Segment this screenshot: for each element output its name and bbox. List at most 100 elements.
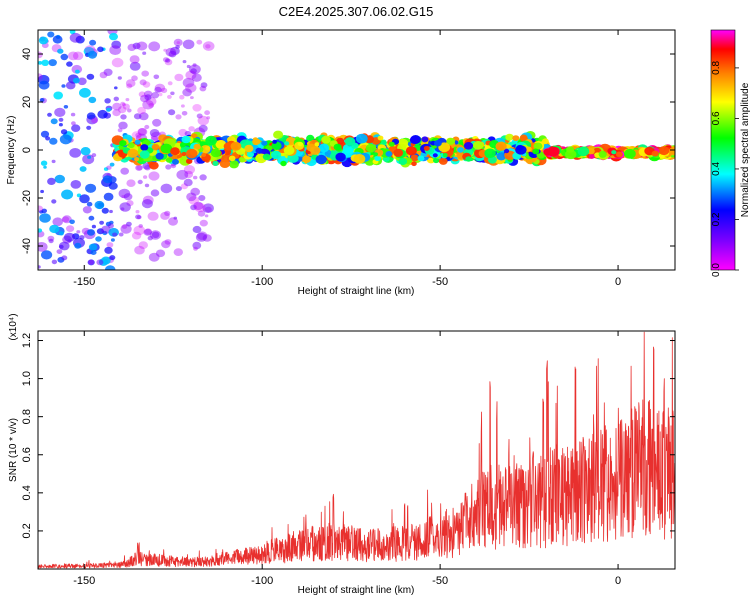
spectrogram-blob xyxy=(314,142,320,147)
spectrogram-blob xyxy=(142,51,147,55)
spectrogram-blob xyxy=(193,175,198,180)
spectrogram-x-tick-label: 0 xyxy=(615,276,621,288)
spectrogram-y-tick-label: -20 xyxy=(21,190,33,206)
spectrogram-blob xyxy=(168,217,178,226)
spectrogram-blob xyxy=(566,146,575,153)
spectrogram-blob xyxy=(244,144,254,153)
spectrogram-blob xyxy=(69,219,75,225)
spectrogram-blob xyxy=(127,142,135,149)
spectrogram-blob xyxy=(144,228,152,235)
spectrogram-blob xyxy=(137,128,147,136)
spectrogram-blob xyxy=(463,142,474,150)
spectrogram-blob xyxy=(504,148,510,154)
spectrogram-blob xyxy=(85,183,97,193)
spectrogram-blob xyxy=(505,133,514,141)
spectrogram-blob xyxy=(51,259,58,265)
spectrogram-blob xyxy=(118,232,124,237)
spectrogram-blob xyxy=(127,148,139,158)
spectrogram-blob xyxy=(164,239,172,245)
spectrogram-blob xyxy=(179,94,185,100)
snr-y-tick-label: 1.2 xyxy=(21,333,33,348)
spectrogram-blob xyxy=(69,32,82,43)
spectrogram-blob xyxy=(393,148,404,157)
spectrogram-blob xyxy=(137,106,147,115)
spectrogram-blob xyxy=(138,224,143,228)
spectrogram-blob xyxy=(185,83,197,93)
spectrogram-blob xyxy=(165,47,177,57)
spectrogram-blob xyxy=(105,265,116,270)
spectrogram-blob xyxy=(185,70,197,80)
spectrogram-blob xyxy=(103,167,109,171)
snr-marks xyxy=(38,331,675,569)
spectrogram-blob xyxy=(205,146,211,151)
spectrogram-blob xyxy=(48,59,57,67)
spectrogram-blob xyxy=(126,83,133,89)
spectrogram-blob xyxy=(197,115,209,126)
spectrogram-blob xyxy=(117,106,127,114)
spectrogram-blob xyxy=(121,224,128,229)
spectrogram-blob xyxy=(182,88,192,97)
spectrogram-blob xyxy=(91,117,99,124)
spectrogram-blob xyxy=(215,139,227,149)
spectrogram-blob xyxy=(88,96,97,104)
snr-panel: -150 -100 -50 0 0.2 0.4 0.6 0.8 1.0 1.2 Height o… xyxy=(8,313,676,596)
spectrogram-blob xyxy=(47,112,52,117)
spectrogram-blob xyxy=(315,154,327,165)
spectrogram-blob xyxy=(186,64,191,69)
spectrogram-blob xyxy=(168,109,176,116)
spectrogram-blob xyxy=(405,146,417,156)
spectrogram-blob xyxy=(152,118,162,127)
snr-x-axis-label: Height of straight line (km) xyxy=(298,585,415,596)
spectrogram-blob xyxy=(103,68,113,77)
spectrogram-blob xyxy=(410,154,419,162)
spectrogram-blob xyxy=(465,156,472,162)
spectrogram-blob xyxy=(182,77,195,88)
spectrogram-blob xyxy=(125,98,130,102)
spectrogram-blob xyxy=(97,109,108,119)
snr-y-tick-label: 0.8 xyxy=(21,409,33,424)
spectrogram-blob xyxy=(109,45,122,55)
spectrogram-blob xyxy=(423,145,430,151)
colorbar-gradient xyxy=(711,30,735,270)
spectrogram-blob xyxy=(110,238,115,242)
spectrogram-blob xyxy=(385,151,393,157)
spectrogram-blob xyxy=(172,158,179,165)
spectrogram-blob xyxy=(51,159,56,164)
spectrogram-blob xyxy=(163,57,169,63)
spectrogram-blob xyxy=(111,57,124,68)
spectrogram-blob xyxy=(201,152,207,157)
spectrogram-blob xyxy=(165,157,173,163)
spectrogram-blob xyxy=(66,61,73,67)
spectrogram-x-ticks: -150 -100 -50 0 xyxy=(73,30,621,288)
spectrogram-blob xyxy=(56,249,63,255)
spectrogram-blob xyxy=(47,177,56,185)
spectrogram-blob xyxy=(71,121,76,126)
spectrogram-x-tick-label: -150 xyxy=(73,276,95,288)
spectrogram-blob xyxy=(192,241,202,250)
spectrogram-blob xyxy=(219,159,231,168)
spectrogram-blob xyxy=(91,224,96,229)
snr-x-tick-label: -50 xyxy=(432,575,448,587)
spectrogram-blob xyxy=(272,139,277,144)
spectrogram-blob xyxy=(142,99,154,110)
spectrogram-blob xyxy=(344,137,356,146)
spectrogram-blob xyxy=(125,221,132,227)
spectrogram-blob xyxy=(238,156,246,163)
snr-y-tick-label: 0.2 xyxy=(21,523,33,538)
spectrogram-blob xyxy=(495,141,507,151)
spectrogram-blob xyxy=(49,137,58,145)
spectrogram-blob xyxy=(151,143,160,151)
spectrogram-blob xyxy=(577,146,590,157)
spectrogram-blob xyxy=(38,51,43,59)
spectrogram-blob xyxy=(88,215,95,221)
spectrogram-blob xyxy=(140,144,149,151)
spectrogram-blob xyxy=(139,79,147,86)
spectrogram-blob xyxy=(137,127,148,136)
spectrogram-blob xyxy=(205,135,217,146)
spectrogram-blob xyxy=(86,125,92,130)
spectrogram-blob xyxy=(79,87,91,98)
spectrogram-blob xyxy=(38,73,43,80)
spectrogram-blob xyxy=(118,188,131,199)
spectrogram-blob xyxy=(117,128,123,133)
spectrogram-blob xyxy=(132,42,141,50)
